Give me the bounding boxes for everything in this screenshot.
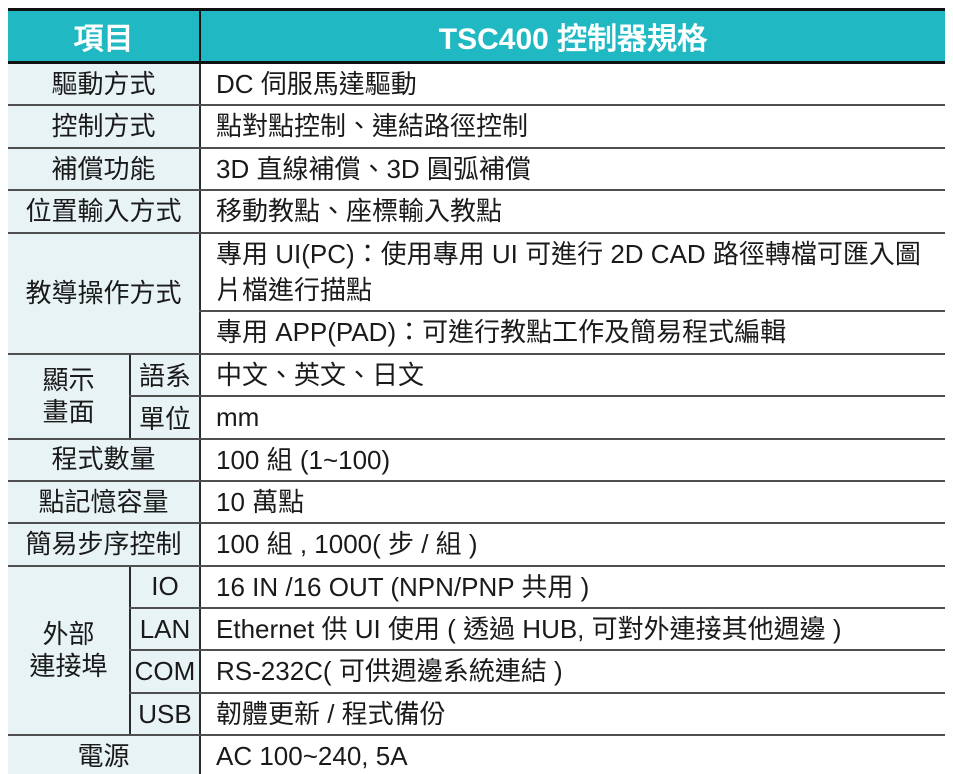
row-display-label: 顯示 畫面 <box>8 353 130 440</box>
row-teaching-pc-value: 專用 UI(PC)：使用專用 UI 可進行 2D CAD 路徑轉檔可匯入圖片檔進… <box>199 232 945 313</box>
row-com-value: RS-232C( 可供週邊系統連結 ) <box>199 650 945 694</box>
row-display-unit-sublabel: 單位 <box>129 396 200 440</box>
table-row: 控制方式 點對點控制、連結路徑控制 <box>8 105 945 149</box>
row-com-sublabel: COM <box>129 650 200 694</box>
row-usb-sublabel: USB <box>129 692 200 737</box>
row-lan-value: Ethernet 供 UI 使用 ( 透過 HUB, 可對外連接其他週邊 ) <box>199 608 945 652</box>
row-power-value: AC 100~240, 5A <box>199 735 945 774</box>
table-row: 位置輸入方式 移動教點、座標輸入教點 <box>8 190 945 234</box>
row-power-label: 電源 <box>8 735 200 774</box>
row-drive-label: 驅動方式 <box>8 62 200 107</box>
table-row: 單位 mm <box>8 396 945 440</box>
row-usb-value: 韌體更新 / 程式備份 <box>199 692 945 737</box>
row-program-count-value: 100 組 (1~100) <box>199 438 945 482</box>
table-row: 外部 連接埠 IO 16 IN /16 OUT (NPN/PNP 共用 ) <box>8 565 945 737</box>
header-spec-column: TSC400 控制器規格 <box>199 9 945 64</box>
table-row: 程式數量 100 組 (1~100) <box>8 438 945 482</box>
row-program-count-label: 程式數量 <box>8 438 200 482</box>
table-row: LAN Ethernet 供 UI 使用 ( 透過 HUB, 可對外連接其他週邊… <box>8 608 945 652</box>
table-row: 點記憶容量 10 萬點 <box>8 480 945 525</box>
row-step-control-label: 簡易步序控制 <box>8 523 200 567</box>
row-teaching-label: 教導操作方式 <box>8 232 200 355</box>
table-row: COM RS-232C( 可供週邊系統連結 ) <box>8 650 945 694</box>
row-control-value: 點對點控制、連結路徑控制 <box>199 105 945 149</box>
table-row: 專用 APP(PAD)：可進行教點工作及簡易程式編輯 <box>8 311 945 355</box>
row-compensation-label: 補償功能 <box>8 147 200 192</box>
header-item-column: 項目 <box>8 9 200 64</box>
table-row: 補償功能 3D 直線補償、3D 圓弧補償 <box>8 147 945 192</box>
row-display-language-sublabel: 語系 <box>129 353 200 398</box>
row-drive-value: DC 伺服馬達驅動 <box>199 62 945 107</box>
table-row: 驅動方式 DC 伺服馬達驅動 <box>8 62 945 107</box>
row-display-language-value: 中文、英文、日文 <box>199 353 945 398</box>
row-external-ports-label: 外部 連接埠 <box>8 565 130 737</box>
row-display-unit-value: mm <box>199 396 945 440</box>
table-row: 教導操作方式 專用 UI(PC)：使用專用 UI 可進行 2D CAD 路徑轉檔… <box>8 232 945 355</box>
row-position-input-value: 移動教點、座標輸入教點 <box>199 190 945 234</box>
table-row: 顯示 畫面 語系 中文、英文、日文 <box>8 353 945 440</box>
row-control-label: 控制方式 <box>8 105 200 149</box>
row-lan-sublabel: LAN <box>129 608 200 652</box>
row-io-sublabel: IO <box>129 565 200 610</box>
row-compensation-value: 3D 直線補償、3D 圓弧補償 <box>199 147 945 192</box>
row-step-control-value: 100 組 , 1000( 步 / 組 ) <box>199 523 945 567</box>
row-io-value: 16 IN /16 OUT (NPN/PNP 共用 ) <box>199 565 945 610</box>
row-point-memory-label: 點記憶容量 <box>8 480 200 525</box>
row-external-ports-label-line2: 連接埠 <box>29 651 108 682</box>
row-point-memory-value: 10 萬點 <box>199 480 945 525</box>
table-row: 簡易步序控制 100 組 , 1000( 步 / 組 ) <box>8 523 945 567</box>
row-display-label-line2: 畫面 <box>42 397 95 428</box>
row-position-input-label: 位置輸入方式 <box>8 190 200 234</box>
row-external-ports-label-line1: 外部 <box>42 618 95 649</box>
tsc400-spec-table: 項目 TSC400 控制器規格 驅動方式 DC 伺服馬達驅動 控制方式 點對點控… <box>8 8 945 774</box>
row-display-label-line1: 顯示 <box>42 364 95 395</box>
table-row: USB 韌體更新 / 程式備份 <box>8 692 945 737</box>
table-row: 電源 AC 100~240, 5A <box>8 735 945 774</box>
row-teaching-app-value: 專用 APP(PAD)：可進行教點工作及簡易程式編輯 <box>199 311 945 355</box>
table-header-row: 項目 TSC400 控制器規格 <box>8 9 945 64</box>
